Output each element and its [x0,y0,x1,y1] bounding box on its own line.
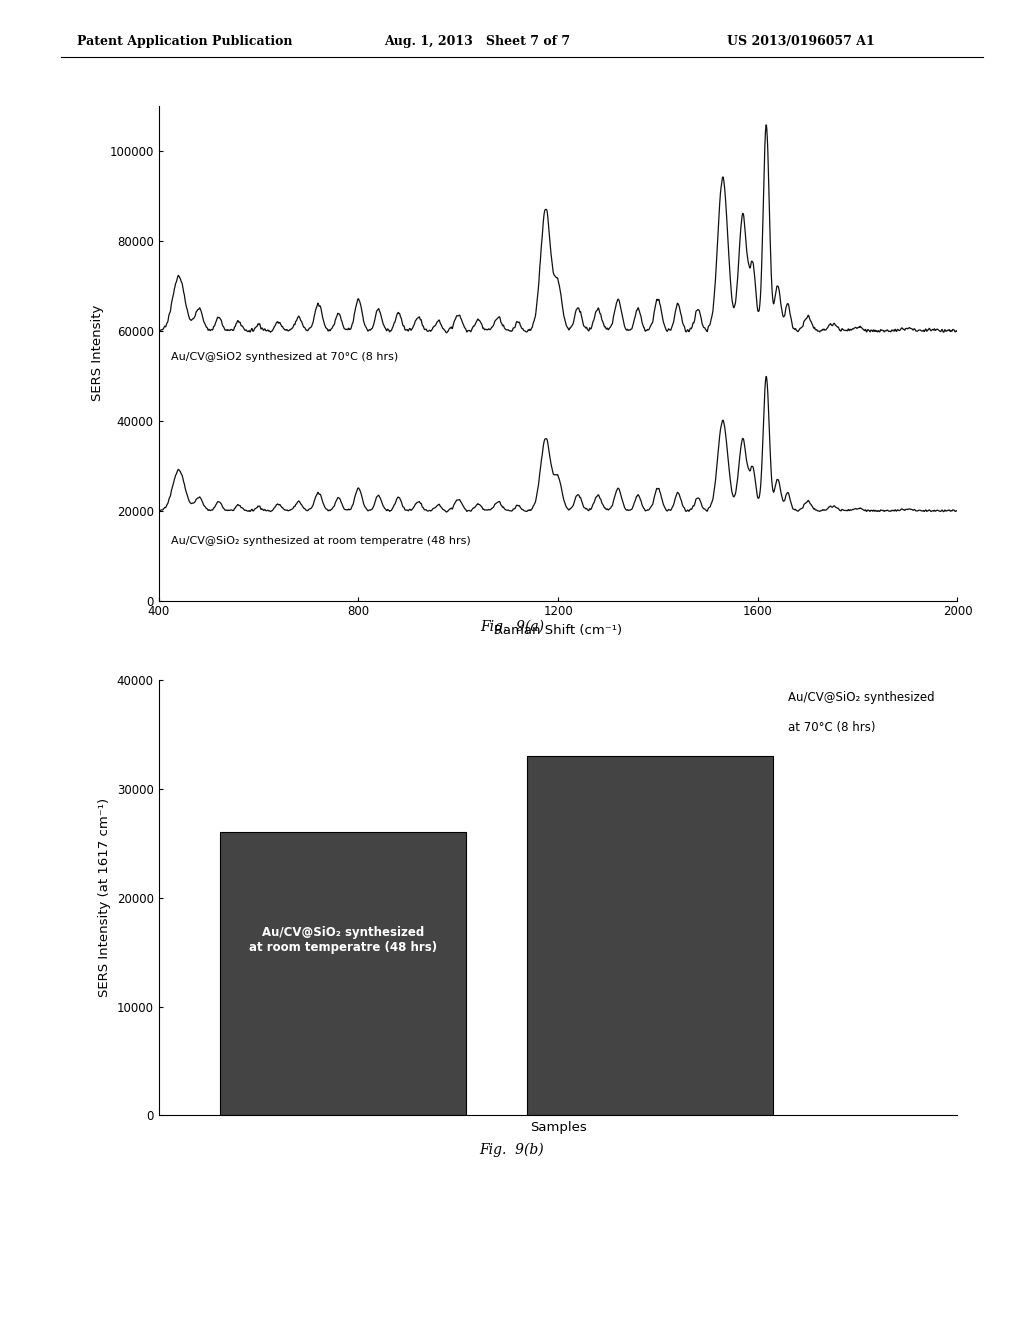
Text: Au/CV@SiO₂ synthesized
at room temperatre (48 hrs): Au/CV@SiO₂ synthesized at room temperatr… [249,925,437,954]
Text: Au/CV@SiO2 synthesized at 70°C (8 hrs): Au/CV@SiO2 synthesized at 70°C (8 hrs) [171,352,398,362]
Text: US 2013/0196057 A1: US 2013/0196057 A1 [727,34,874,48]
Text: Patent Application Publication: Patent Application Publication [77,34,292,48]
Text: Fig.  9(b): Fig. 9(b) [479,1142,545,1156]
Text: Fig.  9(a): Fig. 9(a) [480,619,544,634]
Bar [220,833,466,1115]
Bar [527,756,773,1115]
Text: Au/CV@SiO₂ synthesized at room temperatre (48 hrs): Au/CV@SiO₂ synthesized at room temperatr… [171,536,471,546]
Text: Aug. 1, 2013   Sheet 7 of 7: Aug. 1, 2013 Sheet 7 of 7 [384,34,570,48]
Y-axis label: SERS Intensity (at 1617 cm⁻¹): SERS Intensity (at 1617 cm⁻¹) [98,799,112,997]
X-axis label: Raman Shift (cm⁻¹): Raman Shift (cm⁻¹) [494,624,623,638]
Text: Au/CV@SiO₂ synthesized

at 70°C (8 hrs): Au/CV@SiO₂ synthesized at 70°C (8 hrs) [788,692,935,734]
Y-axis label: SERS Intensity: SERS Intensity [91,305,103,401]
X-axis label: Samples: Samples [529,1121,587,1134]
